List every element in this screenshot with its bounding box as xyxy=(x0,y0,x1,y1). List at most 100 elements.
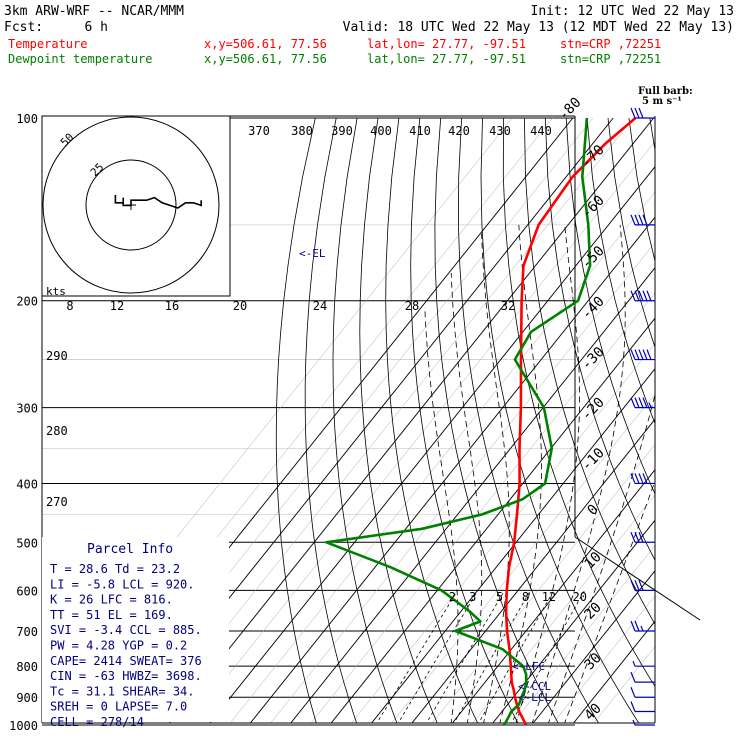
isotherm-line xyxy=(573,620,655,723)
hodograph-ring xyxy=(85,159,177,251)
pressure-label: 200 xyxy=(16,295,38,309)
dry-adiabat xyxy=(410,117,519,723)
dry-adiabat xyxy=(628,117,655,263)
isotherm-minor xyxy=(229,191,655,723)
wind-barb-flag xyxy=(634,580,640,591)
wind-barb-flag xyxy=(642,397,648,408)
temperature-xy: x,y=506.61, 77.56 xyxy=(204,37,327,51)
wind-barb-flag xyxy=(634,349,640,360)
mixing-ratio-top-label: 28 xyxy=(405,299,419,313)
mixing-ratio-top-label: 12 xyxy=(110,299,124,313)
lfc-marker: <-LFC xyxy=(512,660,545,673)
parcel-info-row: LI = -5.8 LCL = 920. xyxy=(50,577,195,591)
dry-adiabat xyxy=(434,117,559,723)
isotherm-minor xyxy=(351,343,655,723)
dry-adiabat xyxy=(607,117,655,349)
dry-adiabats xyxy=(275,117,655,723)
pressure-label: 300 xyxy=(16,402,38,416)
wind-barb-flag xyxy=(634,214,640,226)
mixing-ratio-label: 3 xyxy=(469,590,476,604)
wind-barb-flag xyxy=(634,473,640,484)
temperature-profile xyxy=(504,117,637,726)
mixing-ratio-label: 20 xyxy=(573,590,587,604)
dry-adiabat xyxy=(359,117,438,723)
full-barb-units: 5 m s⁻¹ xyxy=(642,96,682,107)
wind-barb-flag xyxy=(642,473,648,484)
theta-e-label: 280 xyxy=(46,424,68,438)
wind-barb-flag xyxy=(630,671,636,683)
wind-barb-flag xyxy=(638,214,644,226)
dewpoint-legend: Dewpoint temperature xyxy=(8,52,153,66)
wind-barb-flag xyxy=(630,687,636,698)
wind-barb-flag xyxy=(630,580,636,591)
wind-barb-flag xyxy=(634,532,640,543)
parcel-info-row: CAPE= 2414 SWEAT= 376 xyxy=(50,654,202,668)
wind-barb-flag xyxy=(630,532,636,543)
parcel-info-panel: Parcel Info T = 28.6 Td = 23.2LI = -5.8 … xyxy=(42,537,229,729)
wind-barb-flag xyxy=(642,214,648,226)
theta-label: 420 xyxy=(448,124,470,138)
right-axis-diag xyxy=(574,536,701,621)
isotherm-minor xyxy=(270,242,655,723)
moist-adiabat xyxy=(424,307,459,723)
wind-barb-flag xyxy=(638,397,644,408)
lcl-marker: <-LCL xyxy=(518,691,551,704)
isotherm-label: -30 xyxy=(579,344,608,373)
theta-e-label: 270 xyxy=(46,495,68,509)
dry-adiabat xyxy=(332,117,398,723)
isotherm-line xyxy=(249,216,655,723)
theta-label: 380 xyxy=(291,124,313,138)
wind-barb-flag xyxy=(630,620,636,632)
dry-adiabat xyxy=(565,117,655,495)
parcel-info-title: Parcel Info xyxy=(87,542,173,557)
wind-barb-half xyxy=(632,660,636,667)
init-time: Init: 12 UTC Wed 22 May 13 xyxy=(531,4,735,19)
mixing-ratio-line xyxy=(453,590,531,723)
wind-barb-flag xyxy=(646,349,652,360)
hodograph-trace xyxy=(114,195,202,209)
isotherm-label: -60 xyxy=(579,193,608,222)
moist-adiabat xyxy=(499,224,542,723)
isotherm-line xyxy=(492,519,655,723)
dry-adiabat xyxy=(275,117,317,723)
isotherm-label: -20 xyxy=(579,395,608,424)
parcel-info-row: PW = 4.28 YGP = 0.2 xyxy=(50,639,187,653)
wind-barb-flag xyxy=(638,580,644,591)
dry-adiabat xyxy=(649,117,655,153)
wind-barb-flag xyxy=(638,349,644,360)
theta-e-label: 290 xyxy=(46,349,68,363)
wind-barb-flag xyxy=(630,701,636,712)
pressure-label: 600 xyxy=(16,584,38,598)
parcel-info-row: TT = 51 EL = 169. xyxy=(50,608,173,622)
dry-adiabat xyxy=(385,117,479,723)
fcst-value: 6 h xyxy=(85,20,108,35)
parcel-info-row: T = 28.6 Td = 23.2 xyxy=(50,562,180,576)
pressure-label: 1000 xyxy=(9,719,38,733)
theta-label: 370 xyxy=(248,124,270,138)
pressure-label: 900 xyxy=(16,691,38,705)
moist-adiabat xyxy=(481,233,510,723)
theta-label: 410 xyxy=(409,124,431,138)
wind-barb-flag xyxy=(642,290,648,301)
isotherm-minor xyxy=(512,545,655,723)
parcel-info-row: SVI = -3.4 CCL = 885. xyxy=(50,623,202,637)
wind-barb-flag xyxy=(642,349,648,360)
wind-barb-flag xyxy=(638,107,644,119)
model-title: 3km ARW-WRF -- NCAR/MMM xyxy=(4,4,184,19)
dry-adiabat xyxy=(544,117,655,561)
mixing-ratio-line xyxy=(510,590,585,723)
hodograph-ring xyxy=(42,116,220,294)
dry-adiabat xyxy=(480,117,640,723)
valid-time: Valid: 18 UTC Wed 22 May 13 (12 MDT Wed … xyxy=(343,20,734,35)
isotherm-line xyxy=(371,368,655,723)
pressure-label: 100 xyxy=(16,112,38,126)
dewpoint-latlon: lat,lon= 27.77, -97.51 xyxy=(367,52,526,66)
theta-label: 430 xyxy=(489,124,511,138)
el-marker: <-EL xyxy=(299,247,326,260)
wind-barb-half xyxy=(632,719,636,726)
isotherm-minor xyxy=(472,494,655,723)
hodograph-box xyxy=(41,115,231,297)
temperature-latlon: lat,lon= 27.77, -97.51 xyxy=(367,37,526,51)
